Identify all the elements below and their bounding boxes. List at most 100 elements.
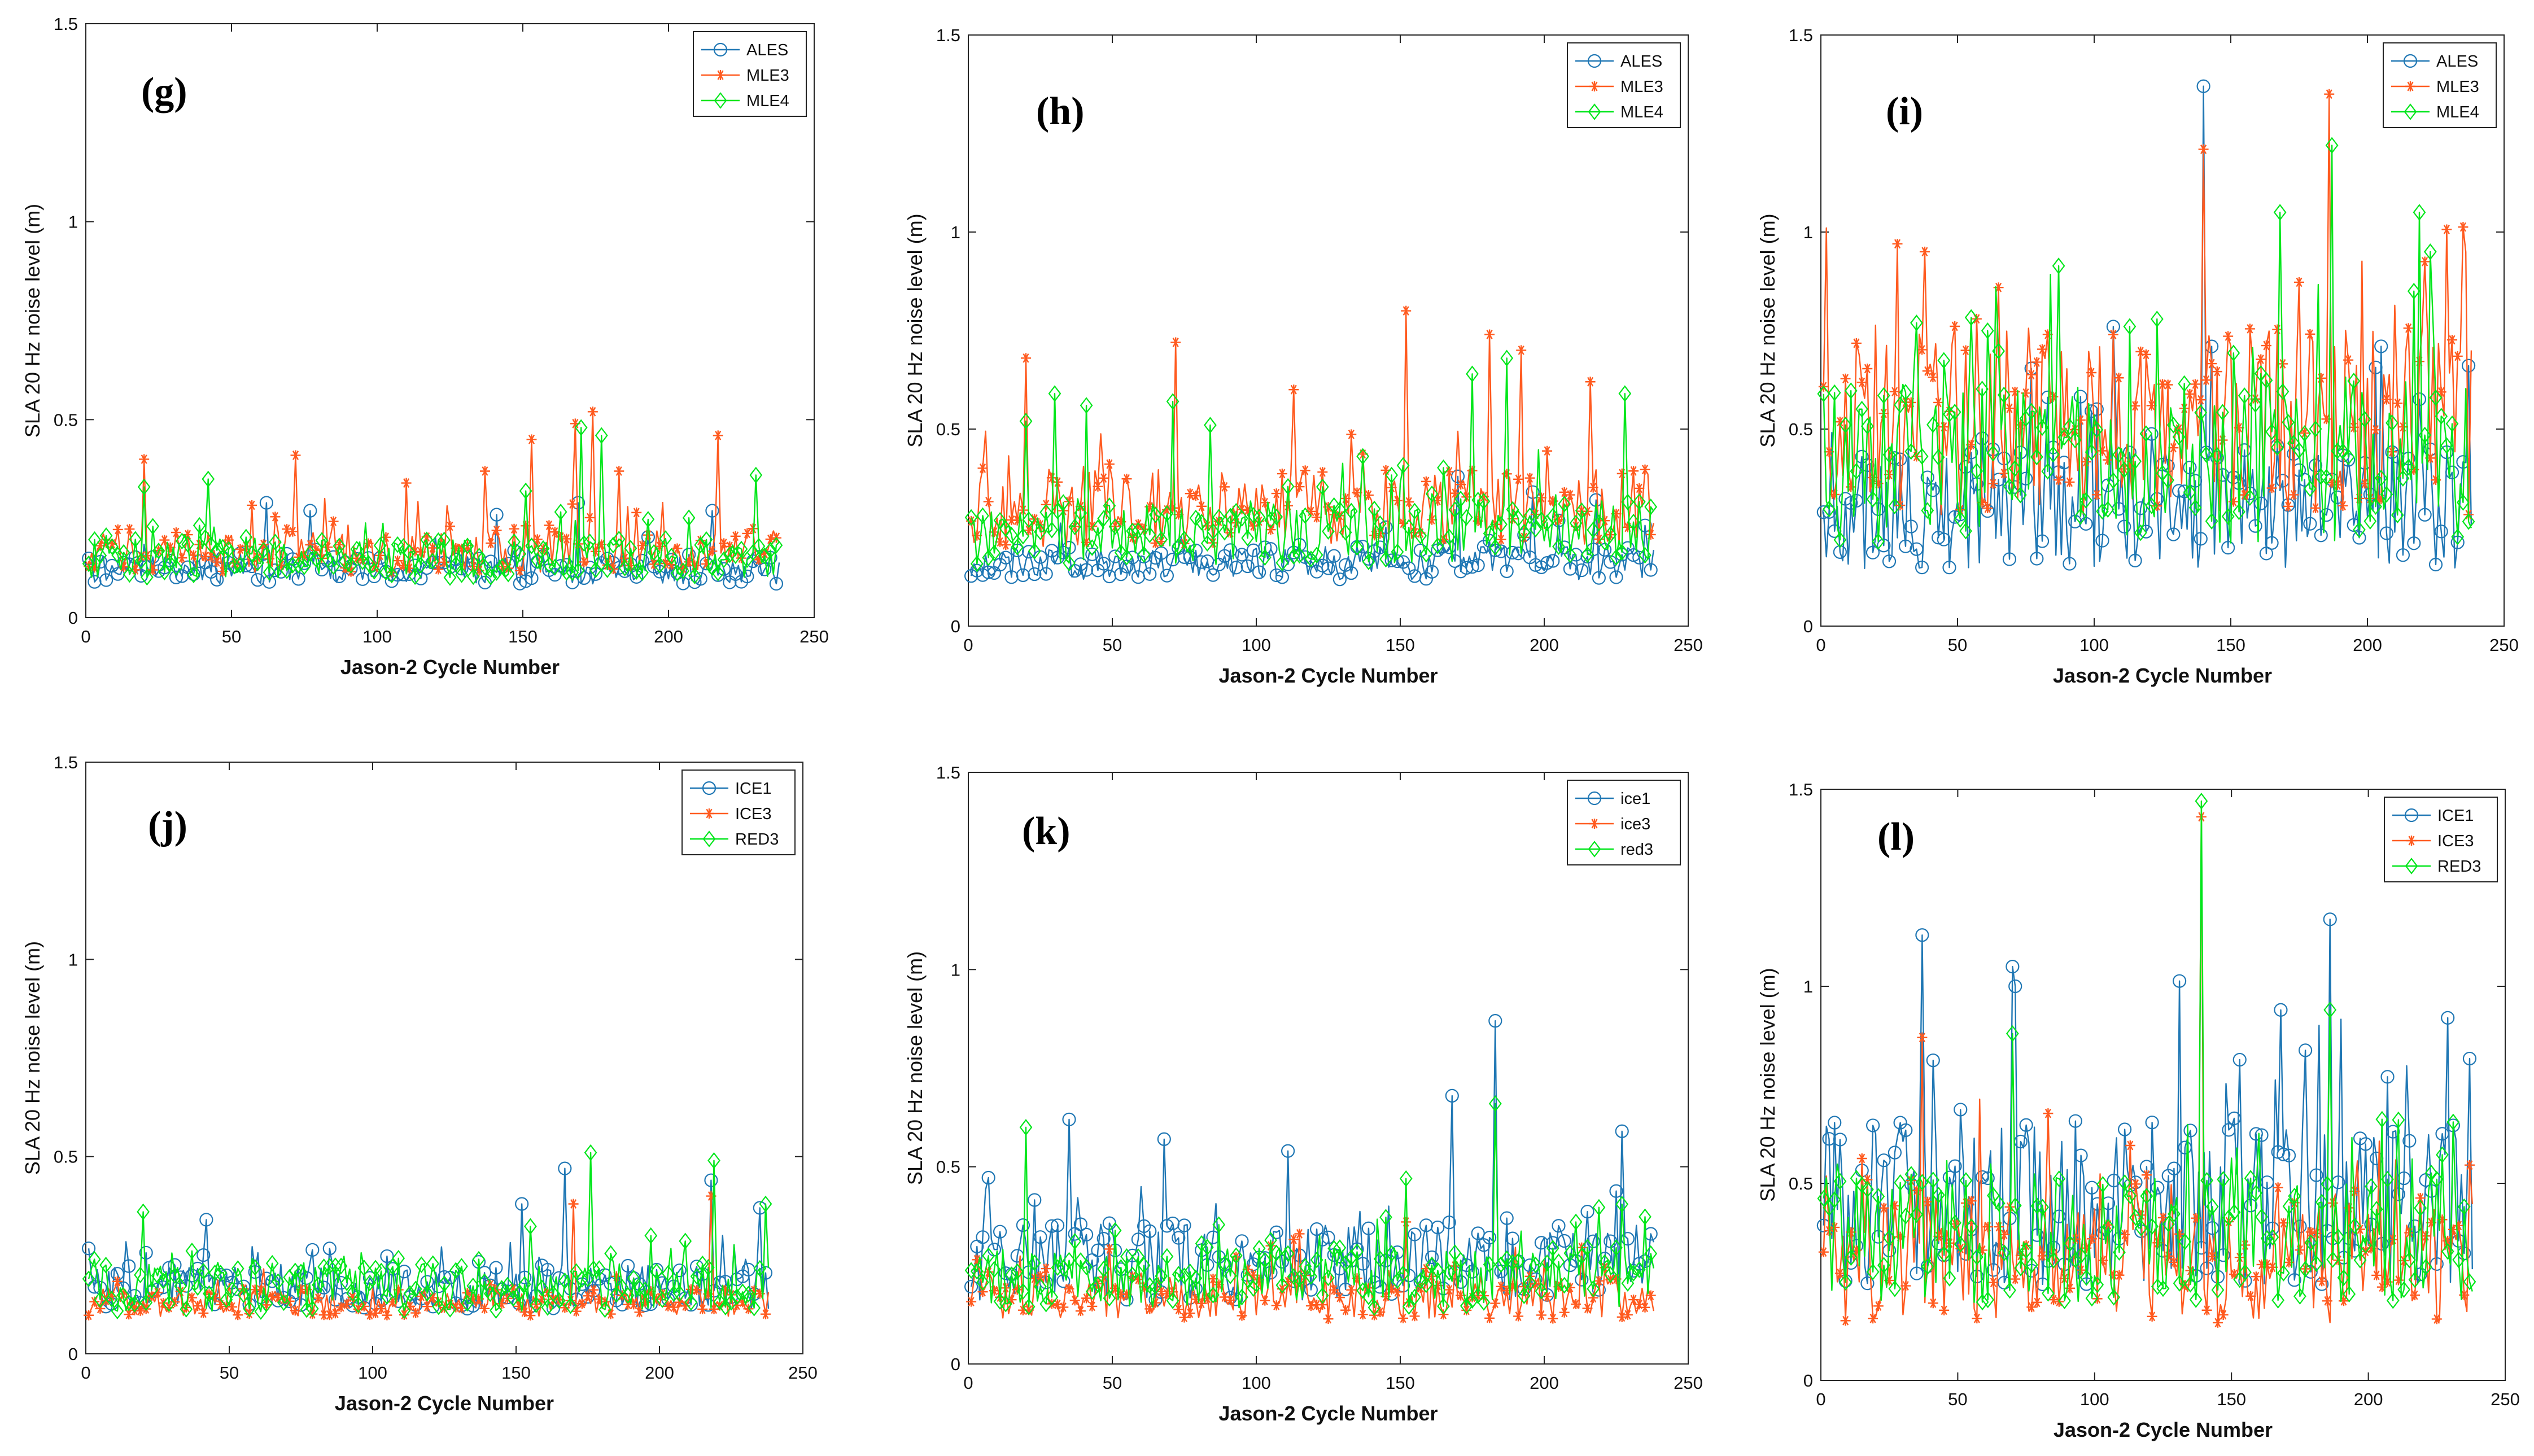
- data-point: [2379, 526, 2393, 540]
- y-tick-label: 1.5: [54, 753, 78, 772]
- x-tick-label: 0: [81, 627, 90, 646]
- data-point: [2337, 1269, 2350, 1286]
- data-point: [1605, 1274, 1616, 1285]
- data-point: [2125, 1140, 2135, 1151]
- data-point: [679, 1232, 692, 1250]
- data-point: [1139, 1282, 1150, 1292]
- data-point: [701, 558, 712, 569]
- data-point: [215, 1299, 226, 1310]
- data-point: [386, 1258, 399, 1275]
- data-point: [2310, 1255, 2323, 1273]
- data-point: [526, 434, 537, 445]
- data-point: [707, 1152, 720, 1169]
- data-point: [191, 1279, 204, 1296]
- data-point: [2178, 1140, 2192, 1155]
- data-point: [1189, 1270, 1203, 1287]
- data-point: [1575, 502, 1588, 519]
- data-point: [518, 1270, 532, 1284]
- data-point: [674, 1297, 685, 1308]
- data-point: [1449, 488, 1460, 499]
- data-point: [95, 1303, 106, 1314]
- data-point: [2227, 1111, 2242, 1125]
- data-point: [461, 537, 474, 554]
- data-point: [212, 557, 222, 567]
- data-point: [588, 1284, 599, 1295]
- data-point: [2162, 1215, 2175, 1233]
- data-point: [382, 1310, 392, 1321]
- data-point: [1928, 1298, 1938, 1309]
- data-point: [2221, 541, 2235, 555]
- data-point: [2299, 1261, 2312, 1278]
- x-tick-label: 50: [1948, 635, 1967, 655]
- y-tick-label: 0: [951, 616, 960, 636]
- data-point: [983, 1267, 994, 1278]
- legend-label: MLE4: [1620, 103, 1663, 121]
- data-point: [2021, 1240, 2031, 1251]
- legend-marker: [1589, 819, 1600, 829]
- data-point: [2124, 1187, 2137, 1205]
- x-tick-label: 250: [1674, 635, 1703, 655]
- data-point: [433, 564, 444, 575]
- x-tick-label: 0: [963, 635, 973, 655]
- data-point: [105, 1291, 119, 1308]
- data-point: [1519, 532, 1530, 543]
- y-axis-label: SLA 20 Hz noise level (m): [903, 213, 927, 447]
- data-point: [1511, 1253, 1525, 1270]
- data-point: [1097, 510, 1111, 527]
- data-point: [438, 1275, 451, 1292]
- legend-label: ICE1: [2437, 807, 2474, 825]
- data-point: [397, 1302, 411, 1319]
- data-point: [2425, 453, 2436, 464]
- data-point: [1938, 422, 1949, 432]
- data-point: [1465, 1265, 1479, 1279]
- data-point: [2234, 422, 2244, 433]
- data-point: [680, 1301, 691, 1311]
- data-point: [561, 534, 572, 544]
- data-point: [1096, 1232, 1111, 1246]
- data-point: [2376, 1282, 2387, 1292]
- data-point: [1248, 521, 1259, 531]
- data-point: [571, 562, 585, 579]
- data-point: [1425, 565, 1439, 579]
- data-point: [1005, 1266, 1018, 1283]
- data-point: [649, 559, 659, 570]
- data-point: [139, 1294, 153, 1311]
- data-point: [1064, 1283, 1074, 1294]
- data-point: [1919, 246, 1930, 257]
- data-point: [426, 553, 439, 570]
- data-point: [515, 1197, 529, 1211]
- legend-label: ice3: [1620, 815, 1650, 833]
- data-point: [317, 1258, 331, 1275]
- data-point: [623, 1299, 634, 1310]
- data-point: [1242, 505, 1253, 515]
- data-point: [1225, 1295, 1236, 1306]
- data-point: [2431, 1314, 2442, 1324]
- data-point: [323, 1258, 337, 1275]
- data-point: [2140, 349, 2151, 360]
- data-point: [1611, 509, 1622, 519]
- data-point: [676, 576, 690, 591]
- data-point: [427, 1292, 438, 1303]
- data-point: [1580, 1205, 1594, 1219]
- data-point: [2015, 419, 2026, 430]
- data-point: [479, 466, 490, 476]
- data-point: [1327, 549, 1341, 563]
- data-point: [1928, 372, 1938, 383]
- data-point: [235, 544, 246, 554]
- data-point: [334, 539, 344, 550]
- data-point: [1920, 470, 1934, 484]
- data-point: [1966, 1196, 1977, 1206]
- data-point: [2359, 1237, 2373, 1254]
- data-point: [1817, 385, 1830, 403]
- data-point: [645, 1286, 656, 1297]
- data-point: [245, 545, 259, 562]
- data-point: [342, 1299, 352, 1310]
- data-point: [1634, 483, 1645, 493]
- data-point: [1833, 545, 1847, 559]
- data-point: [461, 1295, 474, 1312]
- data-point: [501, 565, 515, 583]
- data-point: [513, 576, 527, 591]
